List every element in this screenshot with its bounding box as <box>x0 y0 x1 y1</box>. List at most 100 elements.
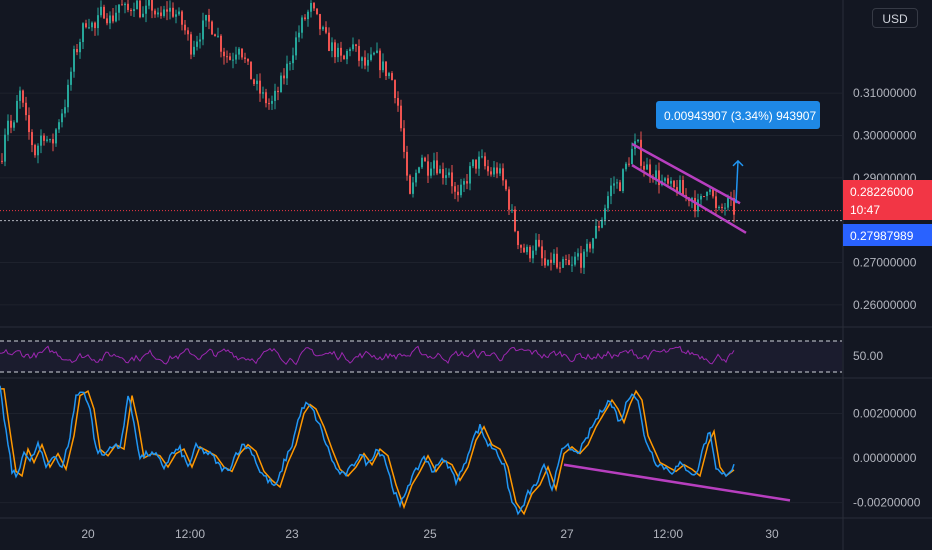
candle-body <box>490 171 492 175</box>
candle-body <box>394 80 396 99</box>
price-tick-label: 0.26000000 <box>853 298 917 312</box>
candle-body <box>589 243 591 249</box>
candle-body <box>496 167 498 174</box>
candle-body <box>352 44 354 50</box>
candle-body <box>49 139 51 141</box>
candle-body <box>34 145 36 156</box>
candle-body <box>187 30 189 35</box>
candle-body <box>469 166 471 184</box>
candle-body <box>466 181 468 184</box>
candle-body <box>625 163 627 170</box>
candle-body <box>703 196 705 198</box>
candle-body <box>523 247 525 253</box>
candle-body <box>706 191 708 197</box>
rsi-pane[interactable] <box>0 340 842 373</box>
currency-button[interactable]: USD <box>872 8 918 28</box>
candle-body <box>277 90 279 93</box>
price-pane[interactable]: 0.00943907 (3.34%) 943907 <box>0 0 842 306</box>
time-axis[interactable]: 20 12:00 23 25 27 12:00 30 <box>81 527 779 541</box>
candle-body <box>133 9 135 12</box>
price-tick-label: 0.31000000 <box>853 86 917 100</box>
divergence-trendline[interactable] <box>563 463 791 502</box>
candle-body <box>670 180 672 184</box>
price-axis[interactable]: 0.310000000.300000000.290000000.27000000… <box>853 86 917 312</box>
candle-body <box>250 61 252 80</box>
candle-body <box>475 159 477 169</box>
candle-body <box>61 113 63 123</box>
candle-body <box>391 73 393 81</box>
candle-body <box>667 178 669 184</box>
oscillator-axis[interactable]: 0.00200000 0.00000000 -0.00200000 <box>853 406 921 509</box>
candle-body <box>448 172 450 176</box>
candle-body <box>406 151 408 176</box>
candle-body <box>205 14 207 21</box>
candle-body <box>565 259 567 261</box>
crosshair-price-label: 0.27987989 <box>850 229 914 243</box>
candle-body <box>370 54 372 60</box>
candle-body <box>295 37 297 56</box>
candle-body <box>334 42 336 58</box>
candle-body <box>259 80 261 94</box>
candle-body <box>655 170 657 180</box>
candle-body <box>73 49 75 72</box>
candle-body <box>415 172 417 183</box>
candle-body <box>712 189 714 197</box>
candle-body <box>361 57 363 61</box>
candle-body <box>112 15 114 22</box>
candle-body <box>22 90 24 103</box>
candle-body <box>289 63 291 65</box>
candle-body <box>631 148 633 165</box>
time-tick-label: 20 <box>81 527 95 541</box>
candle-body <box>367 59 369 66</box>
candle-body <box>349 49 351 52</box>
measure-label-box[interactable]: 0.00943907 (3.34%) 943907 <box>656 101 820 129</box>
candle-body <box>568 259 570 265</box>
candle-body <box>307 11 309 20</box>
candle-body <box>298 32 300 38</box>
candle-body <box>400 105 402 129</box>
candle-body <box>709 189 711 192</box>
candle-body <box>235 54 237 60</box>
candle-body <box>169 7 171 12</box>
candle-body <box>241 48 243 58</box>
candle-body <box>238 48 240 55</box>
oscillator-pane[interactable] <box>0 385 842 516</box>
rsi-axis[interactable]: 50.00 <box>853 349 883 363</box>
candle-body <box>553 253 555 263</box>
projection-arrow-icon <box>732 159 744 167</box>
candle-body <box>529 246 531 259</box>
candle-body <box>310 3 312 12</box>
candle-body <box>136 0 138 10</box>
oscillator-slow-line <box>0 388 735 516</box>
flag-upper-trendline[interactable] <box>631 142 741 205</box>
candle-body <box>139 0 141 18</box>
candle-body <box>244 57 246 59</box>
candle-body <box>7 120 9 135</box>
candle-body <box>463 181 465 185</box>
projection-line[interactable] <box>735 160 739 204</box>
candle-body <box>556 253 558 268</box>
candle-body <box>79 42 81 53</box>
candle-body <box>733 198 735 215</box>
candle-body <box>364 57 366 66</box>
candle-body <box>223 51 225 57</box>
candle-body <box>151 0 153 11</box>
candle-body <box>580 253 582 268</box>
candle-body <box>586 243 588 252</box>
candle-body <box>700 196 702 200</box>
candle-body <box>91 22 93 28</box>
candle-body <box>148 0 150 6</box>
candle-body <box>28 115 30 133</box>
candle-body <box>571 264 573 266</box>
candle-body <box>328 32 330 51</box>
flag-lower-trendline[interactable] <box>631 164 747 234</box>
last-price-label: 0.28226000 <box>850 185 914 199</box>
candle-body <box>541 246 543 259</box>
candle-body <box>532 250 534 259</box>
candle-body <box>301 17 303 33</box>
candle-body <box>676 187 678 194</box>
candle-body <box>520 245 522 248</box>
candle-body <box>403 128 405 152</box>
candle-body <box>196 41 198 47</box>
